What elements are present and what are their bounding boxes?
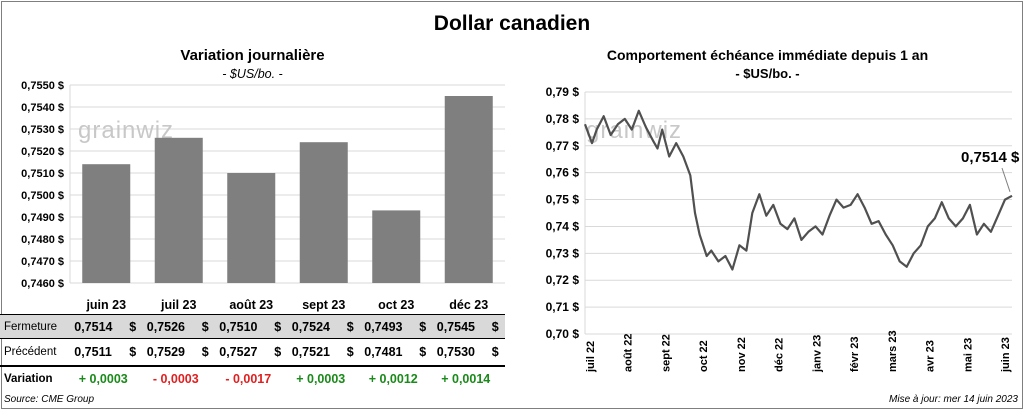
- x-tick-label: avr 23: [925, 340, 937, 372]
- bar: [154, 137, 203, 283]
- x-tick-label: juil 22: [585, 341, 597, 373]
- x-tick-label: juil 23: [160, 298, 196, 312]
- bar-chart-title: Variation journalière: [180, 47, 325, 64]
- x-tick-label: août 22: [623, 333, 635, 372]
- update-note: Mise à jour: mer 14 juin 2023: [889, 394, 1018, 405]
- bar: [82, 164, 131, 283]
- y-tick-label: 0,7460 $: [21, 278, 64, 290]
- y-tick-label: 0,79 $: [546, 85, 580, 99]
- x-tick-label: juin 23: [1000, 337, 1012, 373]
- y-tick-label: 0,71 $: [546, 300, 580, 314]
- bar: [444, 96, 493, 283]
- last-value-label: 0,7514 $: [961, 149, 1020, 166]
- x-tick-label: janv 23: [811, 335, 823, 373]
- row-label-close: Fermeture: [4, 321, 58, 333]
- bar: [372, 210, 421, 283]
- x-tick-label: mars 23: [887, 330, 899, 372]
- x-tick-label: sept 22: [660, 334, 672, 372]
- table-cell: + 0,0012: [368, 372, 418, 386]
- table-cell: - 0,0003: [152, 372, 199, 386]
- bar-chart-subtitle: - $US/bo. -: [222, 67, 283, 81]
- main-title: Dollar canadien: [433, 12, 591, 35]
- table-cell: + 0,0003: [78, 372, 128, 386]
- x-tick-label: déc 23: [449, 298, 488, 312]
- table-row-previous: Précédent 0,7511 $0,7529 $0,7527 $0,7521 $0,…: [4, 345, 499, 359]
- last-value-callout-line: [1001, 167, 1011, 192]
- x-tick-label: oct 22: [698, 340, 710, 372]
- y-tick-label: 0,7510 $: [21, 168, 64, 180]
- table-cell: - 0,0017: [225, 372, 272, 386]
- x-tick-label: févr 23: [849, 337, 861, 372]
- y-tick-label: 0,7540 $: [21, 102, 64, 114]
- y-tick-label: 0,74 $: [546, 219, 580, 233]
- x-tick-label: déc 22: [774, 338, 786, 372]
- x-tick-label: sept 23: [302, 298, 345, 312]
- table-cell: + 0,0003: [296, 372, 346, 386]
- bar: [227, 173, 276, 283]
- y-tick-label: 0,7500 $: [21, 190, 64, 202]
- source-note: Source: CME Group: [4, 394, 95, 405]
- line-chart-subtitle: - $US/bo. -: [735, 66, 800, 81]
- row-label-previous: Précédent: [4, 346, 57, 358]
- table-cell: + 0,0014: [441, 372, 491, 386]
- y-tick-label: 0,75 $: [546, 193, 580, 207]
- y-tick-label: 0,7480 $: [21, 234, 64, 246]
- x-tick-label: nov 22: [736, 337, 748, 372]
- y-tick-label: 0,7470 $: [21, 256, 64, 268]
- y-tick-label: 0,72 $: [546, 273, 580, 287]
- y-tick-label: 0,76 $: [546, 166, 580, 180]
- x-tick-label: juin 23: [85, 298, 126, 312]
- series-line: [583, 109, 1013, 271]
- y-tick-label: 0,7490 $: [21, 212, 64, 224]
- y-tick-label: 0,7530 $: [21, 124, 64, 136]
- x-tick-label: mai 23: [962, 338, 974, 372]
- table-row-variation: Variation + 0,0003 - 0,0003 - 0,0017 + 0,00…: [0, 365, 505, 390]
- x-tick-label: août 23: [229, 298, 273, 312]
- y-tick-label: 0,78 $: [546, 112, 580, 126]
- row-label-variation: Variation: [4, 373, 53, 385]
- bar-chart: grainwiz 0,7460 $0,7470 $0,7480 $0,7490 …: [21, 80, 505, 312]
- line-chart-title: Comportement échéance immédiate depuis 1…: [606, 47, 929, 63]
- y-tick-label: 0,70 $: [546, 327, 580, 341]
- y-tick-label: 0,73 $: [546, 246, 580, 260]
- bar: [299, 142, 348, 283]
- y-tick-label: 0,7550 $: [21, 80, 64, 92]
- line-chart: grainwiz 0,70 $0,71 $0,72 $0,73 $0,74 $0…: [546, 85, 1020, 373]
- table-row-close: Fermeture 0,7514 $0,7526 $0,7510 $0,7524 $0,…: [0, 314, 505, 339]
- y-tick-label: 0,7520 $: [21, 146, 64, 158]
- y-tick-label: 0,77 $: [546, 139, 580, 153]
- x-tick-label: oct 23: [378, 298, 414, 312]
